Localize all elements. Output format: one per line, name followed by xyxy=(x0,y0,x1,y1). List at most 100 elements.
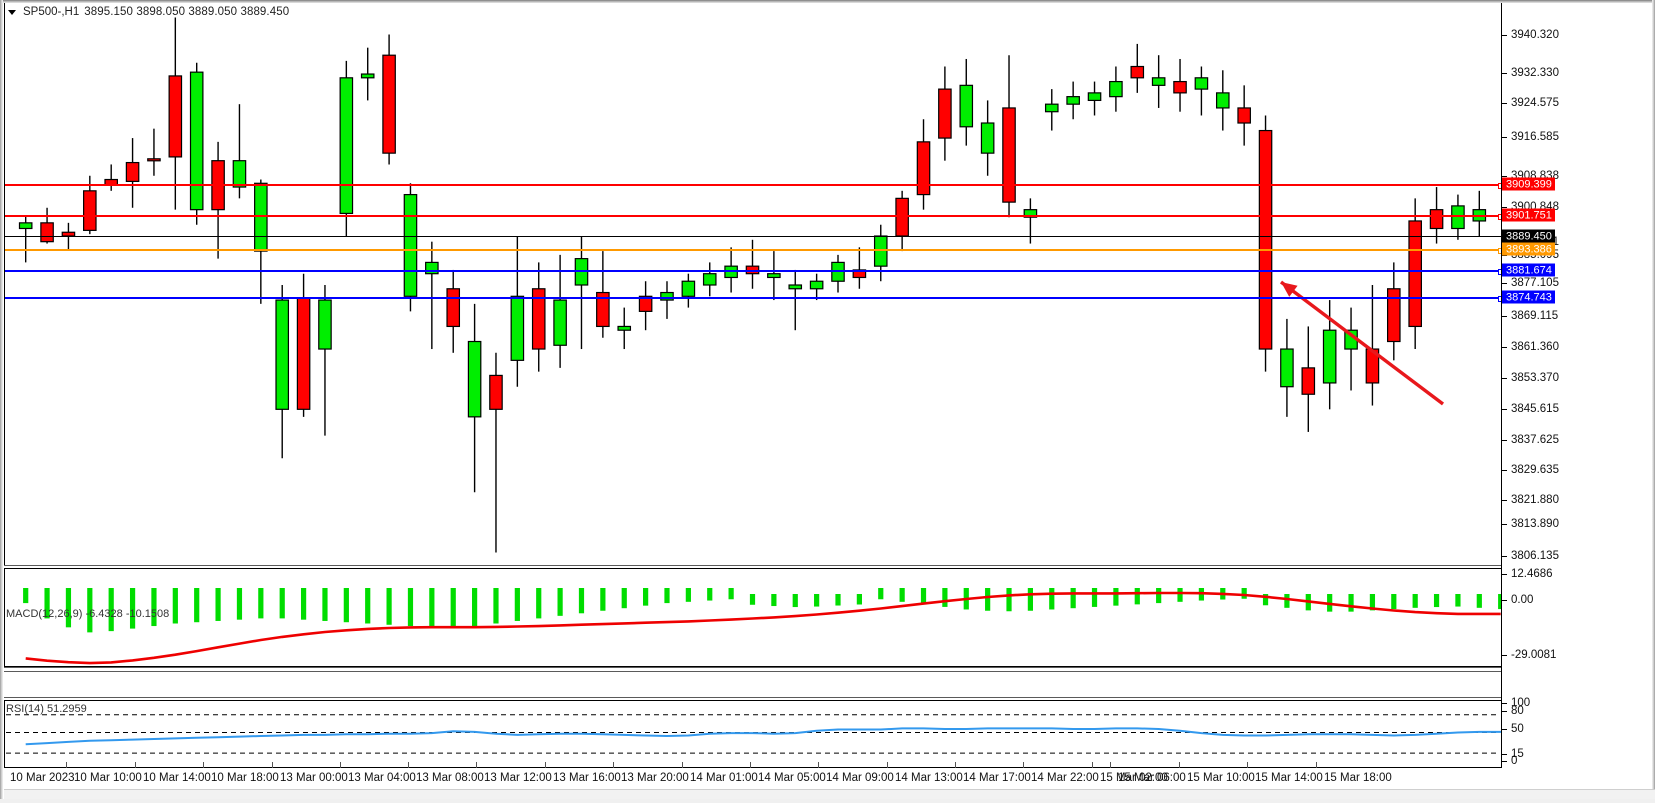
time-axis-tick xyxy=(476,762,477,768)
support-level-2-line[interactable] xyxy=(5,296,1504,302)
time-axis-tick xyxy=(682,762,683,768)
time-axis-label: 13 Mar 08:00 xyxy=(416,772,484,784)
rsi-scale-tick xyxy=(1502,711,1507,712)
time-axis-label: 13 Mar 12:00 xyxy=(484,772,552,784)
time-axis-label: 15 Mar 10:00 xyxy=(1187,772,1255,784)
price-scale[interactable]: 3940.320 3932.330 3924.575 3916.585 3908.838… xyxy=(1501,3,1651,768)
window-frame-left xyxy=(0,0,3,803)
current-price-level-line[interactable] xyxy=(5,236,1501,237)
time-axis-tick xyxy=(203,762,204,768)
rsi-scale-tick xyxy=(1502,754,1507,755)
support-level-1-badge[interactable]: 3881.674 xyxy=(1502,263,1555,277)
price-scale-tick xyxy=(1502,137,1507,138)
pivot-level-badge[interactable]: 3893.386 xyxy=(1502,242,1555,256)
time-axis-tick xyxy=(613,762,614,768)
macd-scale-tick xyxy=(1502,655,1507,656)
price-scale-tick xyxy=(1502,470,1507,471)
price-scale-tick xyxy=(1502,500,1507,501)
price-scale-tick xyxy=(1502,176,1507,177)
time-axis-tick xyxy=(818,762,819,768)
resistance-level-2-badge[interactable]: 3901.751 xyxy=(1502,208,1555,222)
symbol-label: SP500-,H1 xyxy=(23,6,80,18)
price-scale-label: 3924.575 xyxy=(1511,97,1559,109)
price-scale-tick xyxy=(1502,524,1507,525)
time-axis-tick xyxy=(340,762,341,768)
time-axis-label: 15 Mar 02:00 xyxy=(1100,772,1168,784)
price-scale-tick xyxy=(1502,409,1507,410)
time-axis-baseline xyxy=(4,789,1655,790)
time-axis-label: 10 Mar 2023 xyxy=(10,772,75,784)
price-scale-tick xyxy=(1502,35,1507,36)
rsi-series xyxy=(6,714,1501,754)
time-axis-tick xyxy=(1092,762,1093,768)
time-axis-tick xyxy=(1110,762,1111,768)
time-axis-tick xyxy=(66,762,67,768)
price-scale-tick xyxy=(1502,255,1507,256)
price-scale-tick xyxy=(1502,378,1507,379)
pivot-level-line[interactable] xyxy=(5,248,1504,254)
time-axis-tick xyxy=(1316,762,1317,768)
time-axis-label: 15 Mar 14:00 xyxy=(1255,772,1323,784)
time-axis-label: 13 Mar 04:00 xyxy=(348,772,416,784)
time-axis-label: 14 Mar 05:00 xyxy=(758,772,826,784)
price-scale-label: 3813.890 xyxy=(1511,518,1559,530)
support-level-1-line[interactable] xyxy=(5,269,1504,275)
price-scale-label: 3940.320 xyxy=(1511,29,1559,41)
rsi-indicator-label: RSI(14) 51.2959 xyxy=(6,703,87,715)
rsi-scale-tick xyxy=(1502,729,1507,730)
time-axis-tick xyxy=(135,762,136,768)
price-scale-label: 3916.585 xyxy=(1511,131,1559,143)
pane-separator-macd-rsi[interactable] xyxy=(4,667,1501,672)
price-scale-tick xyxy=(1502,316,1507,317)
chevron-down-icon[interactable] xyxy=(8,9,16,15)
price-scale-label: 3853.370 xyxy=(1511,372,1559,384)
resistance-level-1-line[interactable] xyxy=(5,183,1504,189)
window-frame-bottom xyxy=(0,799,1655,803)
time-axis-label: 13 Mar 00:00 xyxy=(280,772,348,784)
current-price-level-badge[interactable]: 3889.450 xyxy=(1502,229,1555,243)
price-scale-tick xyxy=(1502,440,1507,441)
rsi-scale-tick xyxy=(1502,703,1507,704)
price-scale-label: 3845.615 xyxy=(1511,403,1559,415)
price-scale-label: 3877.105 xyxy=(1511,277,1559,289)
price-scale-label: 3837.625 xyxy=(1511,434,1559,446)
price-scale-tick xyxy=(1502,283,1507,284)
time-axis-label: 10 Mar 10:00 xyxy=(74,772,142,784)
price-scale-tick xyxy=(1502,556,1507,557)
rsi-scale-label: 0 xyxy=(1511,755,1518,767)
price-scale-tick xyxy=(1502,103,1507,104)
time-axis-label: 15 Mar 18:00 xyxy=(1324,772,1392,784)
time-axis-tick xyxy=(408,762,409,768)
time-axis-label: 13 Mar 20:00 xyxy=(621,772,689,784)
price-scale-label: 3806.135 xyxy=(1511,550,1559,562)
window-frame-top xyxy=(0,0,1655,3)
resistance-level-1-badge[interactable]: 3909.399 xyxy=(1502,177,1555,191)
time-axis-tick xyxy=(1179,762,1180,768)
rsi-scale-tick xyxy=(1502,761,1507,762)
rsi-scale-label: 100 xyxy=(1511,697,1531,709)
chart-header: SP500-,H1 3895.150 3898.050 3889.050 388… xyxy=(8,5,289,19)
rsi-scale-label: 50 xyxy=(1511,723,1524,735)
time-axis-label: 14 Mar 13:00 xyxy=(895,772,963,784)
price-scale-tick xyxy=(1502,347,1507,348)
price-scale-label: 3861.360 xyxy=(1511,341,1559,353)
macd-series xyxy=(23,588,1501,665)
time-axis-tick xyxy=(1023,762,1024,768)
time-axis-label: 10 Mar 18:00 xyxy=(211,772,279,784)
resistance-level-2-line[interactable] xyxy=(5,214,1504,220)
price-scale-label: 3869.115 xyxy=(1511,310,1559,322)
macd-scale-tick xyxy=(1502,574,1507,575)
support-level-2-badge[interactable]: 3874.743 xyxy=(1502,290,1555,304)
time-axis-label: 14 Mar 01:00 xyxy=(690,772,758,784)
bullish-arrow xyxy=(1279,280,1445,406)
time-axis[interactable]: 10 Mar 2023 10 Mar 10:00 10 Mar 14:00 10 Ma… xyxy=(4,762,1501,790)
time-axis-label: 13 Mar 16:00 xyxy=(553,772,621,784)
macd-scale-label: 0.00 xyxy=(1511,594,1534,606)
time-axis-tick xyxy=(887,762,888,768)
time-axis-tick xyxy=(955,762,956,768)
time-axis-label: 14 Mar 17:00 xyxy=(963,772,1031,784)
time-axis-tick xyxy=(545,762,546,768)
time-axis-tick xyxy=(272,762,273,768)
